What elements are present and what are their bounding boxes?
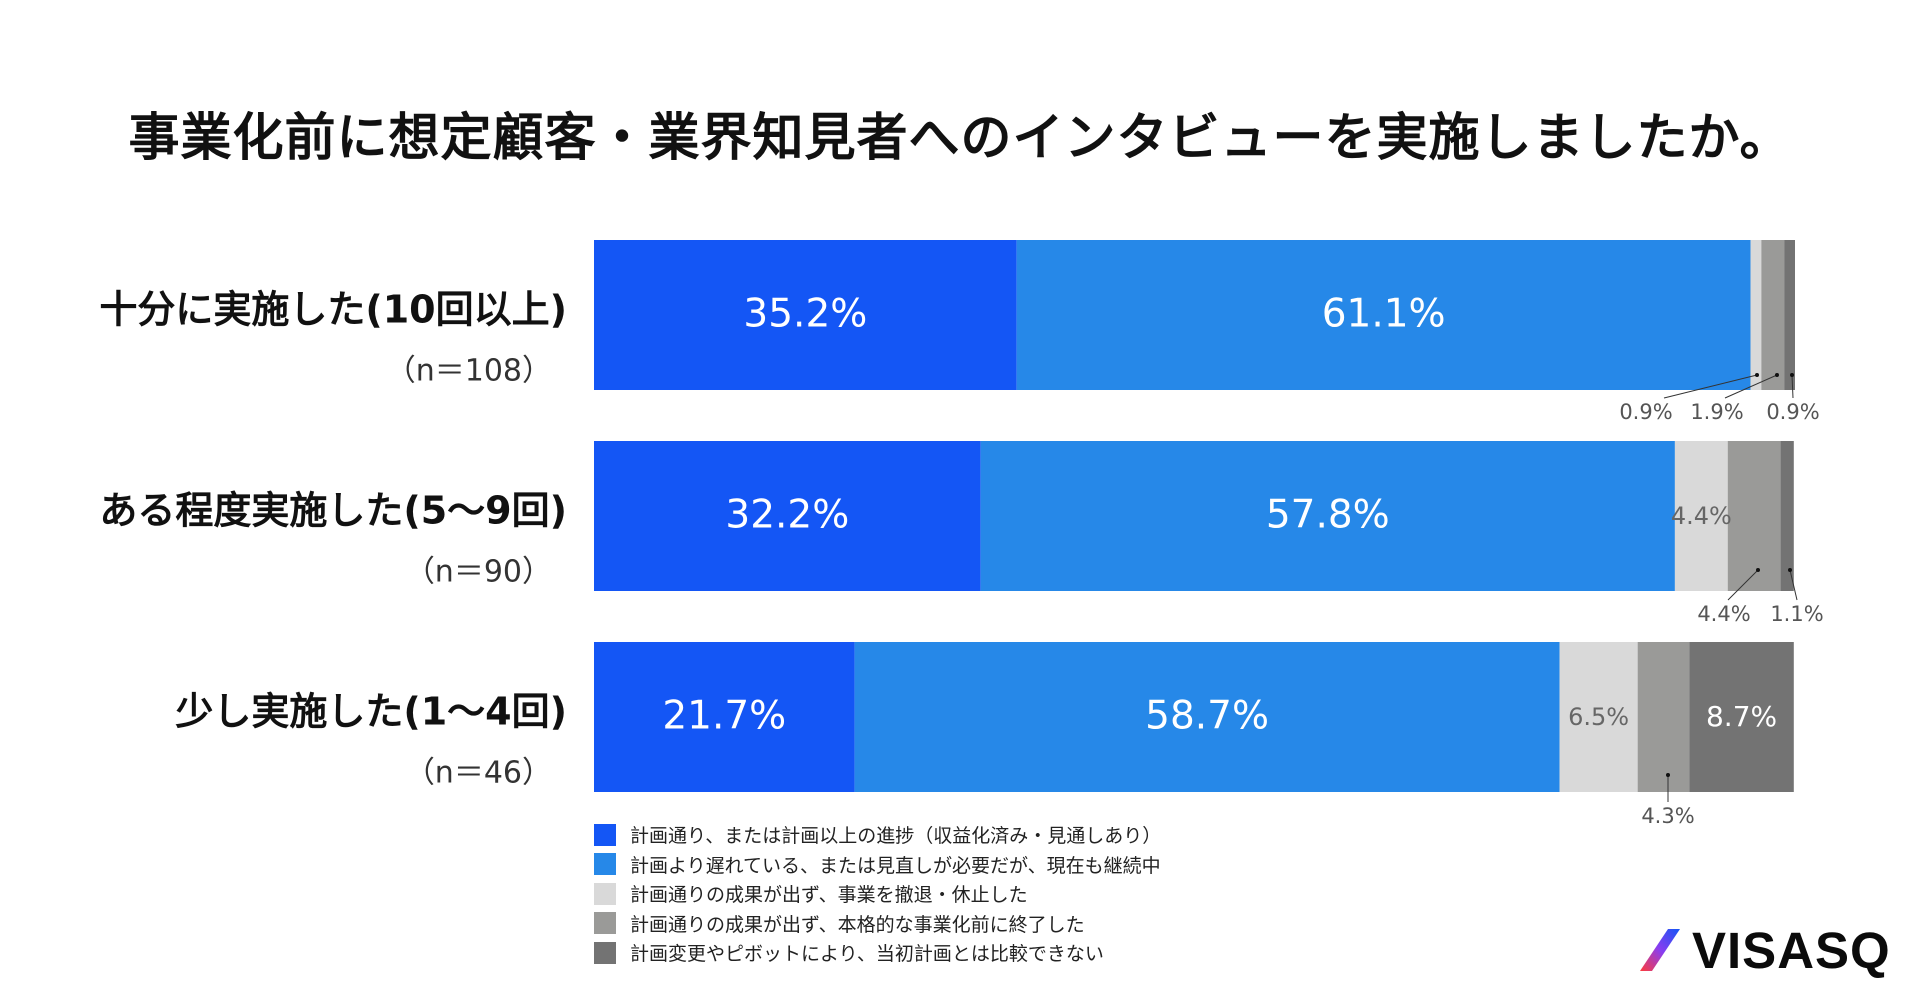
bar-segment <box>854 642 1560 792</box>
data-label: 32.2% <box>725 493 849 538</box>
logo-slash-icon <box>1640 929 1680 971</box>
leader-line <box>1663 374 1758 399</box>
legend-label: 計画変更やピボットにより、当初計画とは比較できない <box>630 943 1104 966</box>
bar-segment <box>1784 240 1795 390</box>
bar-segment <box>1674 441 1728 591</box>
leader-line <box>1727 569 1759 601</box>
data-label: 0.9% <box>1766 400 1819 424</box>
legend-label: 計画通りの成果が出ず、事業を撤退・休止した <box>630 884 1028 907</box>
legend-swatch <box>594 912 616 935</box>
data-label: 6.5% <box>1568 703 1629 731</box>
bar-segment <box>1750 240 1762 390</box>
category-label: ある程度実施した(5〜9回) <box>99 489 567 533</box>
sample-size-label: （n＝90） <box>405 555 552 590</box>
leader-dot <box>1756 568 1760 572</box>
bar-segment <box>1689 642 1794 792</box>
legend-label: 計画より遅れている、または見直しが必要だが、現在も継続中 <box>630 854 1161 877</box>
legend-swatch <box>594 941 616 964</box>
legend-item: 計画より遅れている、または見直しが必要だが、現在も継続中 <box>594 850 1161 880</box>
bar-segment <box>594 240 1017 390</box>
data-label: 35.2% <box>743 292 867 337</box>
legend-item: 計画通りの成果が出ず、事業を撤退・休止した <box>594 879 1161 909</box>
legend-swatch <box>594 853 616 876</box>
bar-segment <box>594 441 981 591</box>
data-label: 21.7% <box>662 694 786 739</box>
data-label: 4.4% <box>1697 602 1750 626</box>
leader-line <box>1724 374 1778 399</box>
legend-swatch <box>594 823 616 846</box>
chart-title: 事業化前に想定顧客・業界知見者へのインタビューを実施しましたか。 <box>128 109 1792 168</box>
leader-line <box>1789 569 1798 601</box>
data-label: 58.7% <box>1145 694 1269 739</box>
sample-size-label: （n＝108） <box>386 354 552 389</box>
data-label: 4.4% <box>1671 502 1732 530</box>
bar-segment <box>1727 441 1781 591</box>
category-label: 少し実施した(1〜4回) <box>175 690 567 734</box>
legend-item: 計画通り、または計画以上の進捗（収益化済み・見通しあり） <box>594 820 1161 850</box>
data-label: 61.1% <box>1322 292 1446 337</box>
data-label: 4.3% <box>1641 804 1694 828</box>
leader-dot <box>1755 373 1759 377</box>
bar-segment <box>1761 240 1785 390</box>
bar-segment <box>1016 240 1751 390</box>
legend: 計画通り、または計画以上の進捗（収益化済み・見通しあり） 計画より遅れている、ま… <box>594 820 1161 968</box>
visasq-logo: VISASQ <box>1636 921 1891 979</box>
bar-segment <box>980 441 1675 591</box>
logo-text: VISASQ <box>1692 921 1891 979</box>
data-label: 0.9% <box>1619 400 1672 424</box>
legend-label: 計画通り、または計画以上の進捗（収益化済み・見通しあり） <box>630 825 1162 848</box>
data-label: 8.7% <box>1706 700 1777 733</box>
bar-segment <box>1637 642 1690 792</box>
bar-segment <box>1559 642 1638 792</box>
legend-item: 計画通りの成果が出ず、本格的な事業化前に終了した <box>594 909 1161 939</box>
sample-size-label: （n＝46） <box>405 756 552 791</box>
bar-segment <box>1780 441 1794 591</box>
category-label: 十分に実施した(10回以上) <box>99 288 567 332</box>
leader-dot <box>1790 373 1794 377</box>
leader-line <box>1791 374 1794 399</box>
bar-segment <box>594 642 855 792</box>
leader-dot <box>1666 773 1670 777</box>
leader-dot <box>1775 373 1779 377</box>
data-label: 57.8% <box>1266 493 1390 538</box>
legend-item: 計画変更やピボットにより、当初計画とは比較できない <box>594 938 1161 968</box>
legend-swatch <box>594 882 616 905</box>
data-label: 1.9% <box>1690 400 1743 424</box>
data-label: 1.1% <box>1770 602 1823 626</box>
leader-dot <box>1788 568 1792 572</box>
legend-label: 計画通りの成果が出ず、本格的な事業化前に終了した <box>630 913 1085 936</box>
